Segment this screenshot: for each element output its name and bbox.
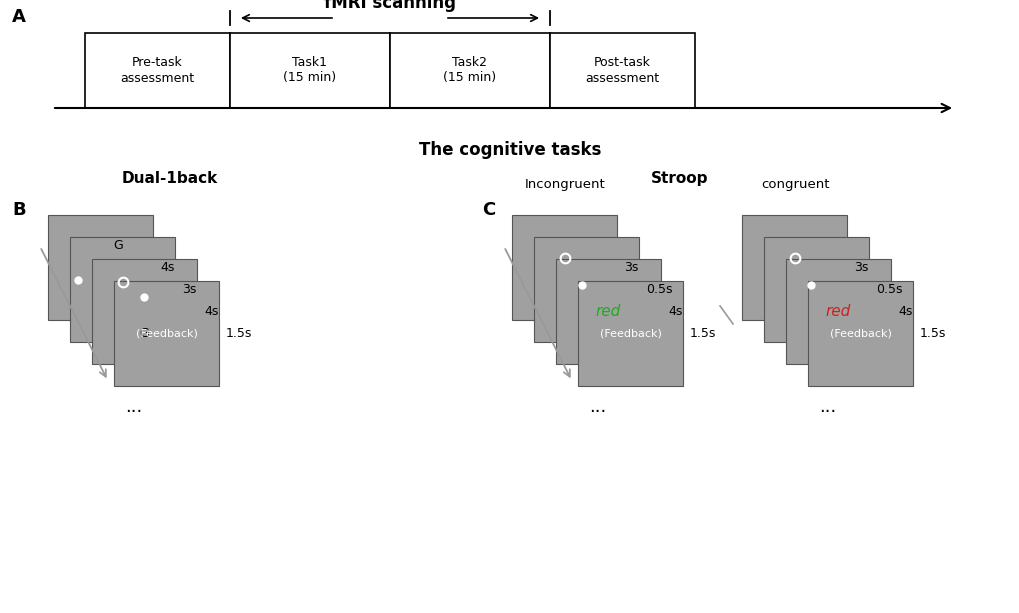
Text: 4s: 4s — [160, 261, 174, 274]
Text: G: G — [140, 327, 149, 340]
Text: 0.5s: 0.5s — [875, 283, 902, 296]
Text: (Feedback): (Feedback) — [599, 329, 660, 338]
Text: Post-task
assessment: Post-task assessment — [585, 56, 659, 85]
Text: red: red — [825, 304, 850, 319]
Text: ...: ... — [818, 398, 836, 416]
Text: The cognitive tasks: The cognitive tasks — [419, 141, 600, 159]
Text: 4s: 4s — [667, 305, 682, 318]
Text: Pre-task
assessment: Pre-task assessment — [120, 56, 195, 85]
Bar — [763, 237, 868, 342]
Text: (Feedback): (Feedback) — [136, 329, 198, 338]
Text: Task2
(15 min): Task2 (15 min) — [443, 56, 496, 85]
Text: 1.5s: 1.5s — [919, 327, 946, 340]
Text: B: B — [12, 201, 25, 219]
Text: 0.5s: 0.5s — [645, 283, 672, 296]
Text: Incongruent: Incongruent — [524, 178, 605, 191]
Text: 3s: 3s — [624, 261, 638, 274]
Bar — [70, 237, 175, 342]
Bar — [786, 259, 891, 364]
Bar — [741, 215, 846, 320]
Text: Task1
(15 min): Task1 (15 min) — [283, 56, 336, 85]
Text: Stroop: Stroop — [650, 171, 708, 186]
Bar — [229, 33, 389, 108]
Bar — [578, 281, 683, 386]
Text: 4s: 4s — [204, 305, 218, 318]
Bar — [92, 259, 197, 364]
Text: (Feedback): (Feedback) — [828, 329, 891, 338]
Bar — [534, 237, 638, 342]
Text: 4s: 4s — [897, 305, 911, 318]
Text: 1.5s: 1.5s — [226, 327, 252, 340]
Bar — [512, 215, 616, 320]
Text: congruent: congruent — [760, 178, 828, 191]
Text: A: A — [12, 8, 25, 26]
Text: 1.5s: 1.5s — [689, 327, 715, 340]
Bar — [114, 281, 219, 386]
Text: G: G — [113, 239, 123, 252]
Bar — [85, 33, 229, 108]
Text: red: red — [595, 304, 621, 319]
Bar — [48, 215, 153, 320]
Text: ...: ... — [124, 398, 142, 416]
Text: ...: ... — [588, 398, 605, 416]
Bar — [389, 33, 549, 108]
Bar — [555, 259, 660, 364]
Bar — [549, 33, 694, 108]
Bar — [807, 281, 912, 386]
Text: fMRI scanning: fMRI scanning — [324, 0, 455, 12]
Text: C: C — [482, 201, 495, 219]
Text: 3s: 3s — [853, 261, 867, 274]
Text: 3s: 3s — [181, 283, 197, 296]
Text: Dual-1back: Dual-1back — [121, 171, 218, 186]
